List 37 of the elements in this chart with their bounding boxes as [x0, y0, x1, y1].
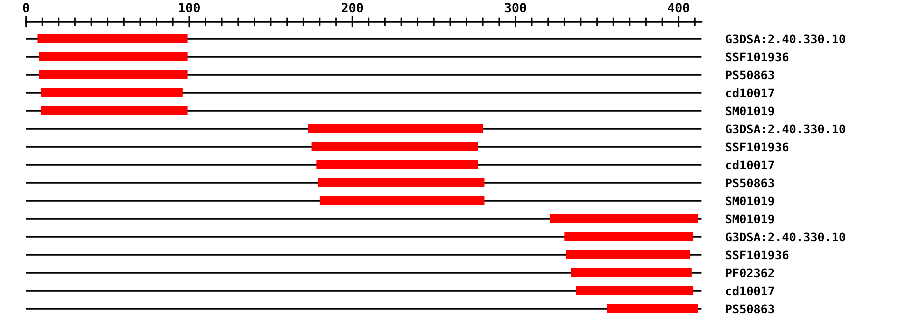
bar	[571, 268, 692, 278]
x-tick-label: 300	[505, 3, 526, 13]
y-tick-label: SSF101936	[726, 142, 789, 152]
x-tick-label: 200	[342, 3, 364, 13]
bar	[308, 124, 484, 134]
y-tick-label: PF02362	[726, 268, 774, 278]
y-tick-label: cd10017	[726, 88, 774, 98]
y-tick-label: cd10017	[726, 160, 774, 170]
bar	[320, 196, 485, 206]
y-tick-label: SM01019	[726, 196, 774, 206]
y-tick-label: SM01019	[726, 106, 774, 116]
y-tick-label: PS50863	[726, 178, 774, 188]
bar	[316, 160, 478, 170]
x-tick-label: 0	[23, 3, 30, 13]
y-tick-label: cd10017	[726, 286, 774, 296]
bar	[39, 70, 188, 80]
y-tick-label: SSF101936	[726, 52, 789, 62]
bar	[566, 250, 690, 260]
bar	[38, 34, 188, 44]
y-tick-label: G3DSA:2.40.330.10	[726, 232, 846, 242]
y-tick-label: G3DSA:2.40.330.10	[726, 124, 846, 134]
y-tick-label: G3DSA:2.40.330.10	[726, 34, 846, 44]
y-tick-label: SSF101936	[726, 250, 789, 260]
y-tick-label: PS50863	[726, 70, 774, 80]
bar	[312, 142, 478, 152]
y-tick-label: PS50863	[726, 304, 774, 314]
bar	[40, 106, 188, 116]
bar	[40, 88, 183, 98]
bar	[607, 304, 698, 314]
bar	[318, 178, 485, 188]
x-tick-label: 100	[179, 3, 200, 13]
bar	[550, 214, 698, 224]
x-tick-label: 400	[668, 3, 690, 13]
bar	[564, 232, 694, 242]
bar	[39, 52, 188, 62]
bar	[576, 286, 694, 296]
y-tick-label: SM01019	[726, 214, 774, 224]
